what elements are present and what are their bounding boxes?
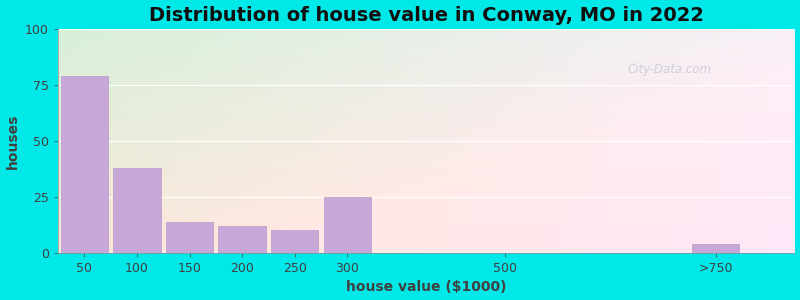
Bar (692, 244, 739, 253)
Bar (218, 226, 266, 253)
Bar (324, 197, 371, 253)
Bar (61, 76, 108, 253)
X-axis label: house value ($1000): house value ($1000) (346, 280, 506, 294)
Text: City-Data.com: City-Data.com (627, 63, 711, 76)
Bar (166, 221, 213, 253)
Title: Distribution of house value in Conway, MO in 2022: Distribution of house value in Conway, M… (149, 6, 704, 25)
Bar (271, 230, 318, 253)
Y-axis label: houses: houses (6, 113, 19, 169)
Bar (114, 168, 161, 253)
